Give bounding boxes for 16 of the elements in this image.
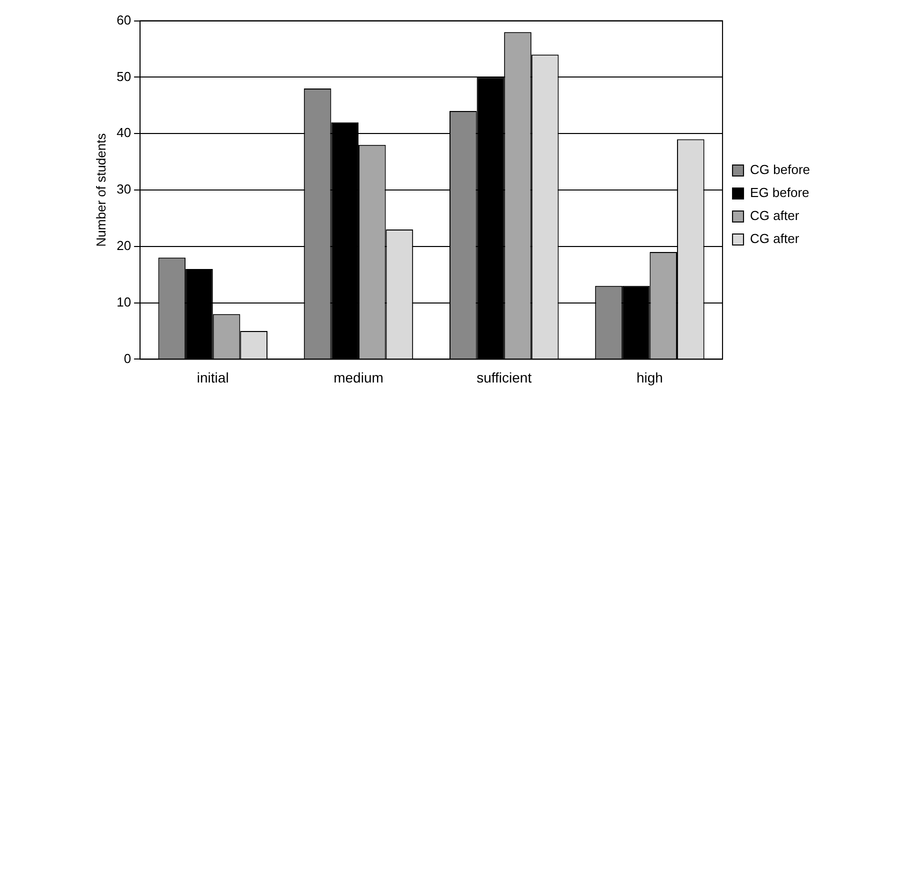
legend-label: CG after [750,208,800,224]
x-tick-label: medium [334,369,384,386]
x-tick-label: sufficient [476,369,532,386]
legend-label: CG before [750,162,810,178]
legend-label: CG after [750,231,800,246]
y-tick-label: 0 [124,350,132,366]
y-tick-label: 50 [116,68,132,84]
x-tick-label: initial [196,369,229,386]
x-tick-label: high [636,369,663,386]
legend-label: EG before [750,185,810,200]
y-axis-title: Number of students [93,132,108,247]
y-tick-label: 10 [116,294,132,310]
y-tick-label: 30 [116,182,132,197]
y-tick-label: 20 [116,238,132,253]
y-tick-label: 60 [116,12,132,28]
y-tick-label: 40 [116,125,132,140]
